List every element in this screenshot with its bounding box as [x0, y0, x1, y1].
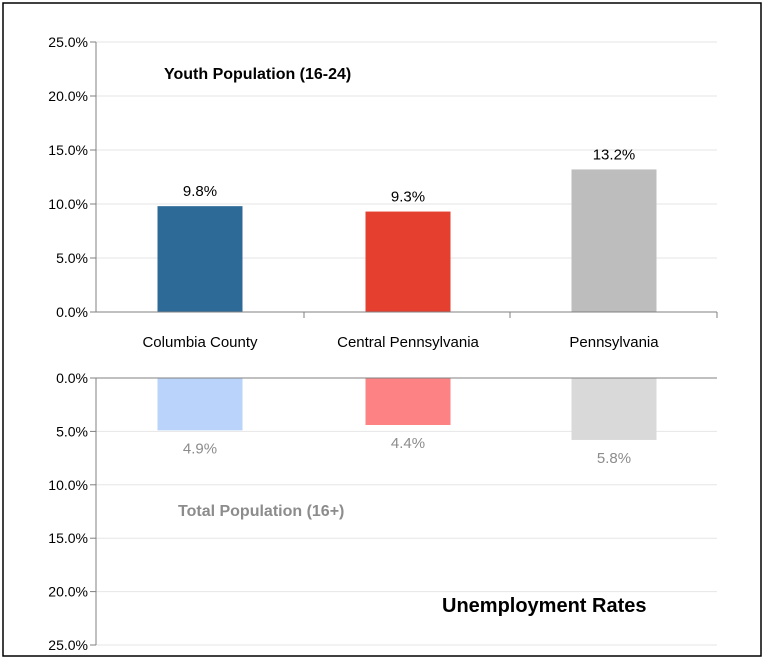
- top-data-label: 9.3%: [391, 189, 425, 206]
- bottom-data-label: 4.4%: [391, 435, 425, 452]
- bottom-y-axis-ticks: 0.0% 5.0% 10.0% 15.0% 20.0% 25.0%: [48, 370, 96, 653]
- chart-title: Unemployment Rates: [442, 595, 647, 617]
- chart-border: [2, 2, 762, 657]
- bottom-data-label: 4.9%: [183, 440, 217, 457]
- bottom-tick-label: 20.0%: [48, 584, 88, 600]
- bottom-bar: [365, 378, 451, 425]
- top-panel-label: Youth Population (16-24): [164, 66, 351, 83]
- top-tick-label: 5.0%: [56, 250, 88, 266]
- bottom-tick-label: 15.0%: [48, 530, 88, 546]
- top-bars: 9.8% 9.3% 13.2%: [157, 146, 657, 312]
- bottom-bar: [571, 378, 657, 440]
- top-tick-label: 20.0%: [48, 88, 88, 104]
- category-label: Central Pennsylvania: [337, 334, 479, 351]
- bottom-bar: [157, 378, 243, 431]
- top-y-axis-ticks: 0.0% 5.0% 10.0% 15.0% 20.0% 25.0%: [48, 34, 96, 320]
- top-bar: [365, 211, 451, 312]
- top-bar: [571, 169, 657, 312]
- bottom-data-label: 5.8%: [597, 450, 631, 467]
- top-data-label: 9.8%: [183, 183, 217, 200]
- top-tick-label: 0.0%: [56, 304, 88, 320]
- top-tick-label: 15.0%: [48, 142, 88, 158]
- bottom-tick-label: 0.0%: [56, 370, 88, 386]
- axes: [95, 42, 718, 645]
- bottom-panel-label: Total Population (16+): [178, 503, 344, 520]
- category-labels: Columbia County Central Pennsylvania Penns…: [142, 334, 659, 351]
- top-tick-label: 25.0%: [48, 34, 88, 50]
- top-tick-label: 10.0%: [48, 196, 88, 212]
- category-label: Pennsylvania: [569, 334, 659, 351]
- bottom-tick-label: 5.0%: [56, 423, 88, 439]
- bottom-bars: 4.9% 4.4% 5.8%: [157, 378, 657, 467]
- top-data-label: 13.2%: [593, 146, 636, 163]
- bottom-tick-label: 10.0%: [48, 477, 88, 493]
- bottom-tick-label: 25.0%: [48, 637, 88, 653]
- top-bar: [157, 206, 243, 312]
- category-label: Columbia County: [142, 334, 258, 351]
